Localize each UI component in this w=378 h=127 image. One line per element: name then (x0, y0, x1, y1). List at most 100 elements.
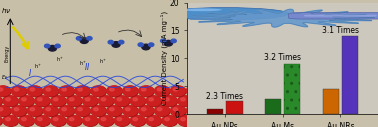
Bar (322, 89, 339, 114)
Circle shape (202, 106, 217, 116)
Circle shape (19, 96, 34, 106)
Circle shape (46, 108, 51, 111)
Circle shape (133, 98, 138, 101)
Circle shape (194, 96, 209, 106)
Circle shape (48, 45, 56, 51)
Circle shape (51, 116, 66, 126)
Circle shape (187, 106, 202, 116)
Circle shape (107, 86, 122, 97)
Circle shape (122, 106, 138, 116)
Circle shape (0, 96, 3, 106)
Circle shape (67, 116, 82, 126)
Circle shape (187, 86, 202, 97)
Circle shape (85, 118, 90, 121)
Circle shape (54, 118, 58, 121)
Circle shape (3, 116, 19, 126)
Circle shape (6, 98, 10, 101)
Circle shape (94, 108, 98, 111)
Circle shape (54, 98, 58, 101)
Circle shape (60, 86, 75, 97)
Circle shape (27, 86, 42, 96)
Text: 3.1 Times: 3.1 Times (322, 26, 359, 35)
Circle shape (141, 108, 146, 111)
Circle shape (19, 96, 34, 106)
Circle shape (35, 116, 50, 126)
Circle shape (37, 98, 42, 101)
Circle shape (165, 118, 169, 121)
Circle shape (82, 116, 97, 126)
Circle shape (117, 118, 122, 121)
Circle shape (186, 86, 201, 96)
Circle shape (149, 118, 153, 121)
Circle shape (157, 108, 162, 111)
Text: h$^+$: h$^+$ (99, 57, 107, 66)
Circle shape (178, 116, 193, 126)
Circle shape (76, 86, 91, 97)
Circle shape (163, 116, 178, 126)
Circle shape (51, 116, 65, 126)
Circle shape (107, 86, 122, 96)
Circle shape (3, 116, 18, 126)
Circle shape (11, 106, 26, 116)
Circle shape (157, 88, 162, 91)
Circle shape (98, 116, 113, 126)
Circle shape (78, 108, 82, 111)
Circle shape (11, 86, 26, 96)
Circle shape (14, 88, 19, 91)
Circle shape (146, 96, 161, 106)
Circle shape (19, 116, 34, 126)
Circle shape (203, 106, 218, 116)
Text: h$^+$: h$^+$ (56, 55, 64, 64)
Circle shape (99, 116, 114, 126)
Circle shape (30, 108, 35, 111)
Circle shape (202, 86, 217, 96)
Circle shape (91, 86, 107, 97)
Circle shape (194, 116, 209, 126)
Text: $E_F$: $E_F$ (1, 73, 8, 82)
Circle shape (91, 106, 106, 116)
Circle shape (170, 106, 185, 116)
Bar (265, 99, 281, 114)
Circle shape (3, 96, 19, 106)
Circle shape (146, 116, 161, 126)
Circle shape (44, 106, 59, 116)
Circle shape (0, 116, 3, 126)
Circle shape (112, 42, 120, 47)
Circle shape (0, 106, 10, 116)
Circle shape (147, 116, 162, 126)
Circle shape (178, 116, 194, 126)
Circle shape (35, 96, 50, 106)
Circle shape (123, 86, 138, 97)
Circle shape (170, 86, 185, 96)
Circle shape (141, 88, 146, 91)
Circle shape (12, 106, 27, 116)
Circle shape (114, 96, 129, 106)
Circle shape (3, 96, 18, 106)
Circle shape (37, 118, 42, 121)
Circle shape (171, 106, 186, 116)
Circle shape (67, 96, 81, 106)
Bar (284, 64, 301, 114)
Circle shape (60, 106, 75, 116)
Circle shape (80, 38, 88, 43)
Bar (342, 36, 358, 114)
Circle shape (0, 96, 2, 106)
Circle shape (155, 106, 170, 116)
Circle shape (44, 86, 59, 97)
Circle shape (0, 116, 2, 126)
Text: 2.3 Times: 2.3 Times (206, 92, 243, 101)
Circle shape (194, 116, 209, 126)
Circle shape (119, 40, 124, 44)
Circle shape (12, 86, 27, 97)
Circle shape (14, 108, 19, 111)
Circle shape (173, 88, 178, 91)
Circle shape (197, 118, 201, 121)
Text: 3.2 Times: 3.2 Times (264, 53, 301, 62)
Circle shape (70, 98, 74, 101)
Circle shape (205, 88, 209, 91)
Circle shape (114, 116, 129, 126)
Circle shape (99, 96, 114, 106)
Circle shape (131, 116, 146, 126)
Circle shape (189, 88, 194, 91)
Circle shape (194, 96, 209, 106)
